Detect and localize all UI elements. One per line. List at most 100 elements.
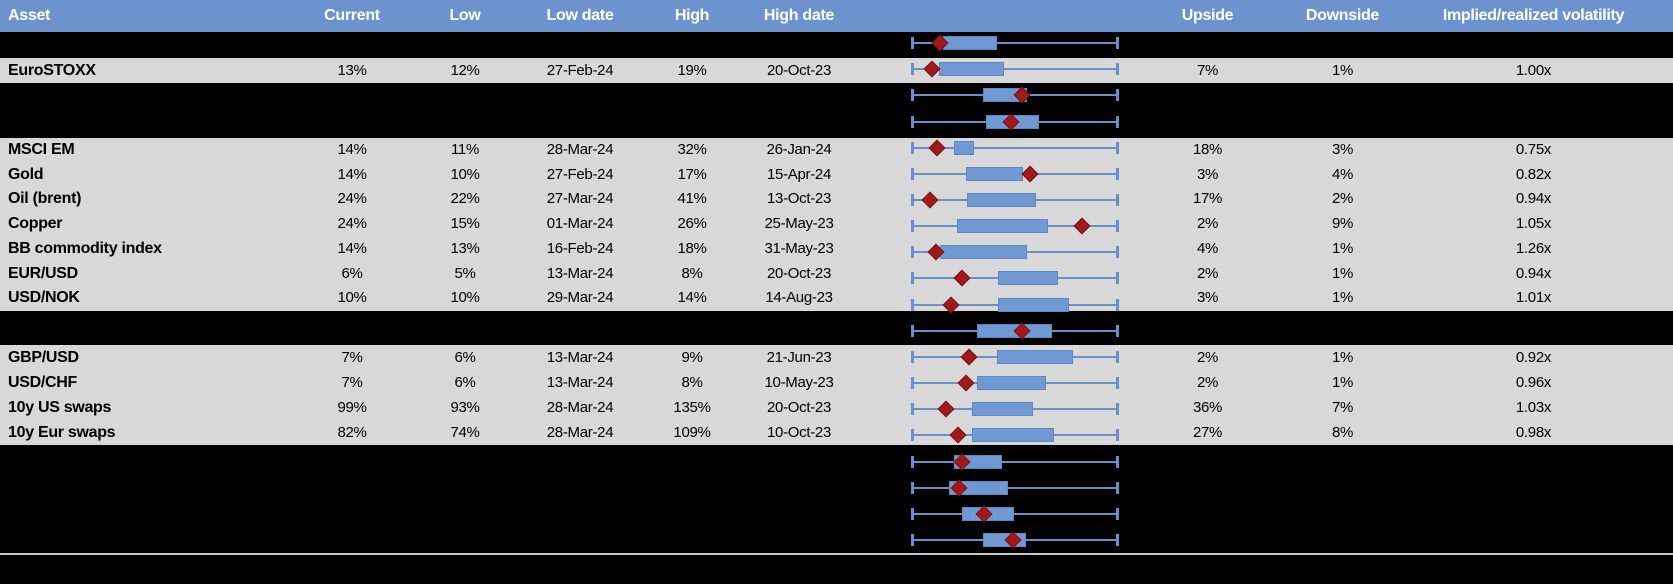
cell-implied-realized[interactable]: 0.94x: [1515, 190, 1552, 208]
cell-low-date[interactable]: 28-Mar-24: [546, 141, 614, 158]
col-header-asset[interactable]: Asset: [8, 7, 51, 24]
cell-high-date[interactable]: 26-Jan-24: [766, 141, 832, 158]
cell-low[interactable]: 15%: [450, 215, 480, 233]
cell-high[interactable]: 17%: [677, 165, 707, 183]
cell-upside[interactable]: 3%: [1196, 289, 1219, 307]
cell-low-date[interactable]: 13-Mar-24: [546, 349, 614, 366]
col-header-low-date[interactable]: Low date: [546, 7, 614, 24]
cell-low[interactable]: 12%: [450, 62, 480, 79]
cell-high[interactable]: 8%: [681, 374, 703, 391]
cell-high-date[interactable]: 20-Oct-23: [767, 264, 831, 282]
cell-high[interactable]: 41%: [677, 190, 707, 208]
col-header-current[interactable]: Current: [324, 7, 380, 24]
cell-high[interactable]: 109%: [673, 424, 711, 441]
cell-current[interactable]: 6%: [341, 264, 363, 282]
cell-low[interactable]: 10%: [450, 289, 480, 307]
cell-upside[interactable]: 2%: [1196, 349, 1219, 366]
cell-downside[interactable]: 9%: [1331, 215, 1354, 233]
cell-high-date[interactable]: 10-Oct-23: [767, 424, 831, 441]
col-header-implied-realized[interactable]: Implied/realized volatility: [1442, 7, 1625, 24]
cell-downside[interactable]: 1%: [1331, 374, 1354, 391]
cell-implied-realized[interactable]: 0.75x: [1515, 141, 1552, 158]
cell-implied-realized[interactable]: 0.92x: [1515, 349, 1552, 366]
cell-current[interactable]: 82%: [337, 424, 367, 441]
cell-high-date[interactable]: 20-Oct-23: [767, 399, 831, 416]
cell-implied-realized[interactable]: 1.03x: [1515, 399, 1552, 416]
cell-current[interactable]: 14%: [337, 165, 367, 183]
cell-upside[interactable]: 27%: [1192, 424, 1223, 441]
cell-low[interactable]: 6%: [454, 349, 476, 366]
cell-asset[interactable]: GBP/USD: [8, 349, 79, 366]
cell-asset[interactable]: BB commodity index: [8, 239, 162, 257]
cell-low-date[interactable]: 28-Mar-24: [546, 424, 614, 441]
cell-asset[interactable]: USD/CHF: [8, 374, 78, 391]
cell-downside[interactable]: 1%: [1331, 349, 1354, 366]
cell-upside[interactable]: 36%: [1192, 399, 1223, 416]
cell-implied-realized[interactable]: 0.98x: [1515, 424, 1552, 441]
volatility-boxplot-chart[interactable]: [911, 30, 1119, 553]
cell-upside[interactable]: 3%: [1196, 165, 1219, 183]
cell-implied-realized[interactable]: 1.00x: [1515, 62, 1552, 79]
cell-asset[interactable]: EUR/USD: [8, 264, 78, 282]
cell-low[interactable]: 5%: [454, 264, 476, 282]
cell-low[interactable]: 13%: [450, 239, 480, 257]
cell-low-date[interactable]: 13-Mar-24: [546, 264, 614, 282]
cell-implied-realized[interactable]: 0.96x: [1515, 374, 1552, 391]
cell-upside[interactable]: 18%: [1192, 141, 1223, 158]
cell-current[interactable]: 99%: [337, 399, 367, 416]
cell-current[interactable]: 24%: [337, 215, 367, 233]
cell-high[interactable]: 32%: [677, 141, 707, 158]
cell-low-date[interactable]: 01-Mar-24: [546, 215, 614, 233]
cell-high-date[interactable]: 20-Oct-23: [767, 62, 831, 79]
cell-downside[interactable]: 3%: [1331, 141, 1354, 158]
cell-high-date[interactable]: 31-May-23: [764, 239, 834, 257]
cell-downside[interactable]: 2%: [1331, 190, 1354, 208]
cell-high[interactable]: 26%: [677, 215, 707, 233]
cell-low-date[interactable]: 16-Feb-24: [546, 239, 614, 257]
cell-upside[interactable]: 17%: [1192, 190, 1223, 208]
cell-current[interactable]: 10%: [337, 289, 367, 307]
cell-downside[interactable]: 1%: [1331, 264, 1354, 282]
cell-high-date[interactable]: 21-Jun-23: [766, 349, 832, 366]
cell-upside[interactable]: 2%: [1196, 264, 1219, 282]
cell-low-date[interactable]: 27-Feb-24: [546, 165, 614, 183]
cell-implied-realized[interactable]: 1.05x: [1515, 215, 1552, 233]
cell-implied-realized[interactable]: 0.82x: [1515, 165, 1552, 183]
cell-upside[interactable]: 2%: [1196, 215, 1219, 233]
cell-implied-realized[interactable]: 1.01x: [1515, 289, 1552, 307]
cell-current[interactable]: 7%: [341, 374, 363, 391]
col-header-downside[interactable]: Downside: [1305, 7, 1380, 24]
col-header-high[interactable]: High: [674, 7, 710, 24]
cell-low-date[interactable]: 28-Mar-24: [546, 399, 614, 416]
cell-asset[interactable]: Oil (brent): [8, 190, 82, 208]
cell-low[interactable]: 11%: [450, 141, 479, 158]
cell-asset[interactable]: Gold: [8, 165, 44, 183]
cell-high-date[interactable]: 25-May-23: [764, 215, 834, 233]
cell-implied-realized[interactable]: 1.26x: [1515, 239, 1552, 257]
cell-low[interactable]: 10%: [450, 165, 480, 183]
cell-high-date[interactable]: 15-Apr-24: [766, 165, 831, 183]
cell-high-date[interactable]: 14-Aug-23: [765, 289, 833, 307]
cell-asset[interactable]: MSCI EM: [8, 141, 75, 158]
cell-upside[interactable]: 4%: [1196, 239, 1219, 257]
cell-downside[interactable]: 8%: [1331, 424, 1354, 441]
cell-current[interactable]: 14%: [337, 141, 367, 158]
cell-current[interactable]: 24%: [337, 190, 367, 208]
cell-downside[interactable]: 1%: [1331, 289, 1354, 307]
cell-low[interactable]: 22%: [450, 190, 480, 208]
cell-asset[interactable]: Copper: [8, 215, 63, 233]
cell-current[interactable]: 7%: [341, 349, 363, 366]
cell-downside[interactable]: 4%: [1331, 165, 1354, 183]
col-header-high-date[interactable]: High date: [763, 7, 835, 24]
cell-high-date[interactable]: 13-Oct-23: [767, 190, 831, 208]
cell-current[interactable]: 13%: [337, 62, 367, 79]
cell-downside[interactable]: 7%: [1331, 399, 1354, 416]
cell-high[interactable]: 19%: [677, 62, 707, 79]
cell-low[interactable]: 74%: [450, 424, 480, 441]
cell-high[interactable]: 135%: [673, 399, 711, 416]
col-header-upside[interactable]: Upside: [1181, 7, 1234, 24]
cell-asset[interactable]: EuroSTOXX: [8, 62, 96, 79]
cell-low-date[interactable]: 27-Mar-24: [546, 190, 614, 208]
cell-high[interactable]: 9%: [681, 349, 703, 366]
cell-low-date[interactable]: 29-Mar-24: [546, 289, 614, 307]
